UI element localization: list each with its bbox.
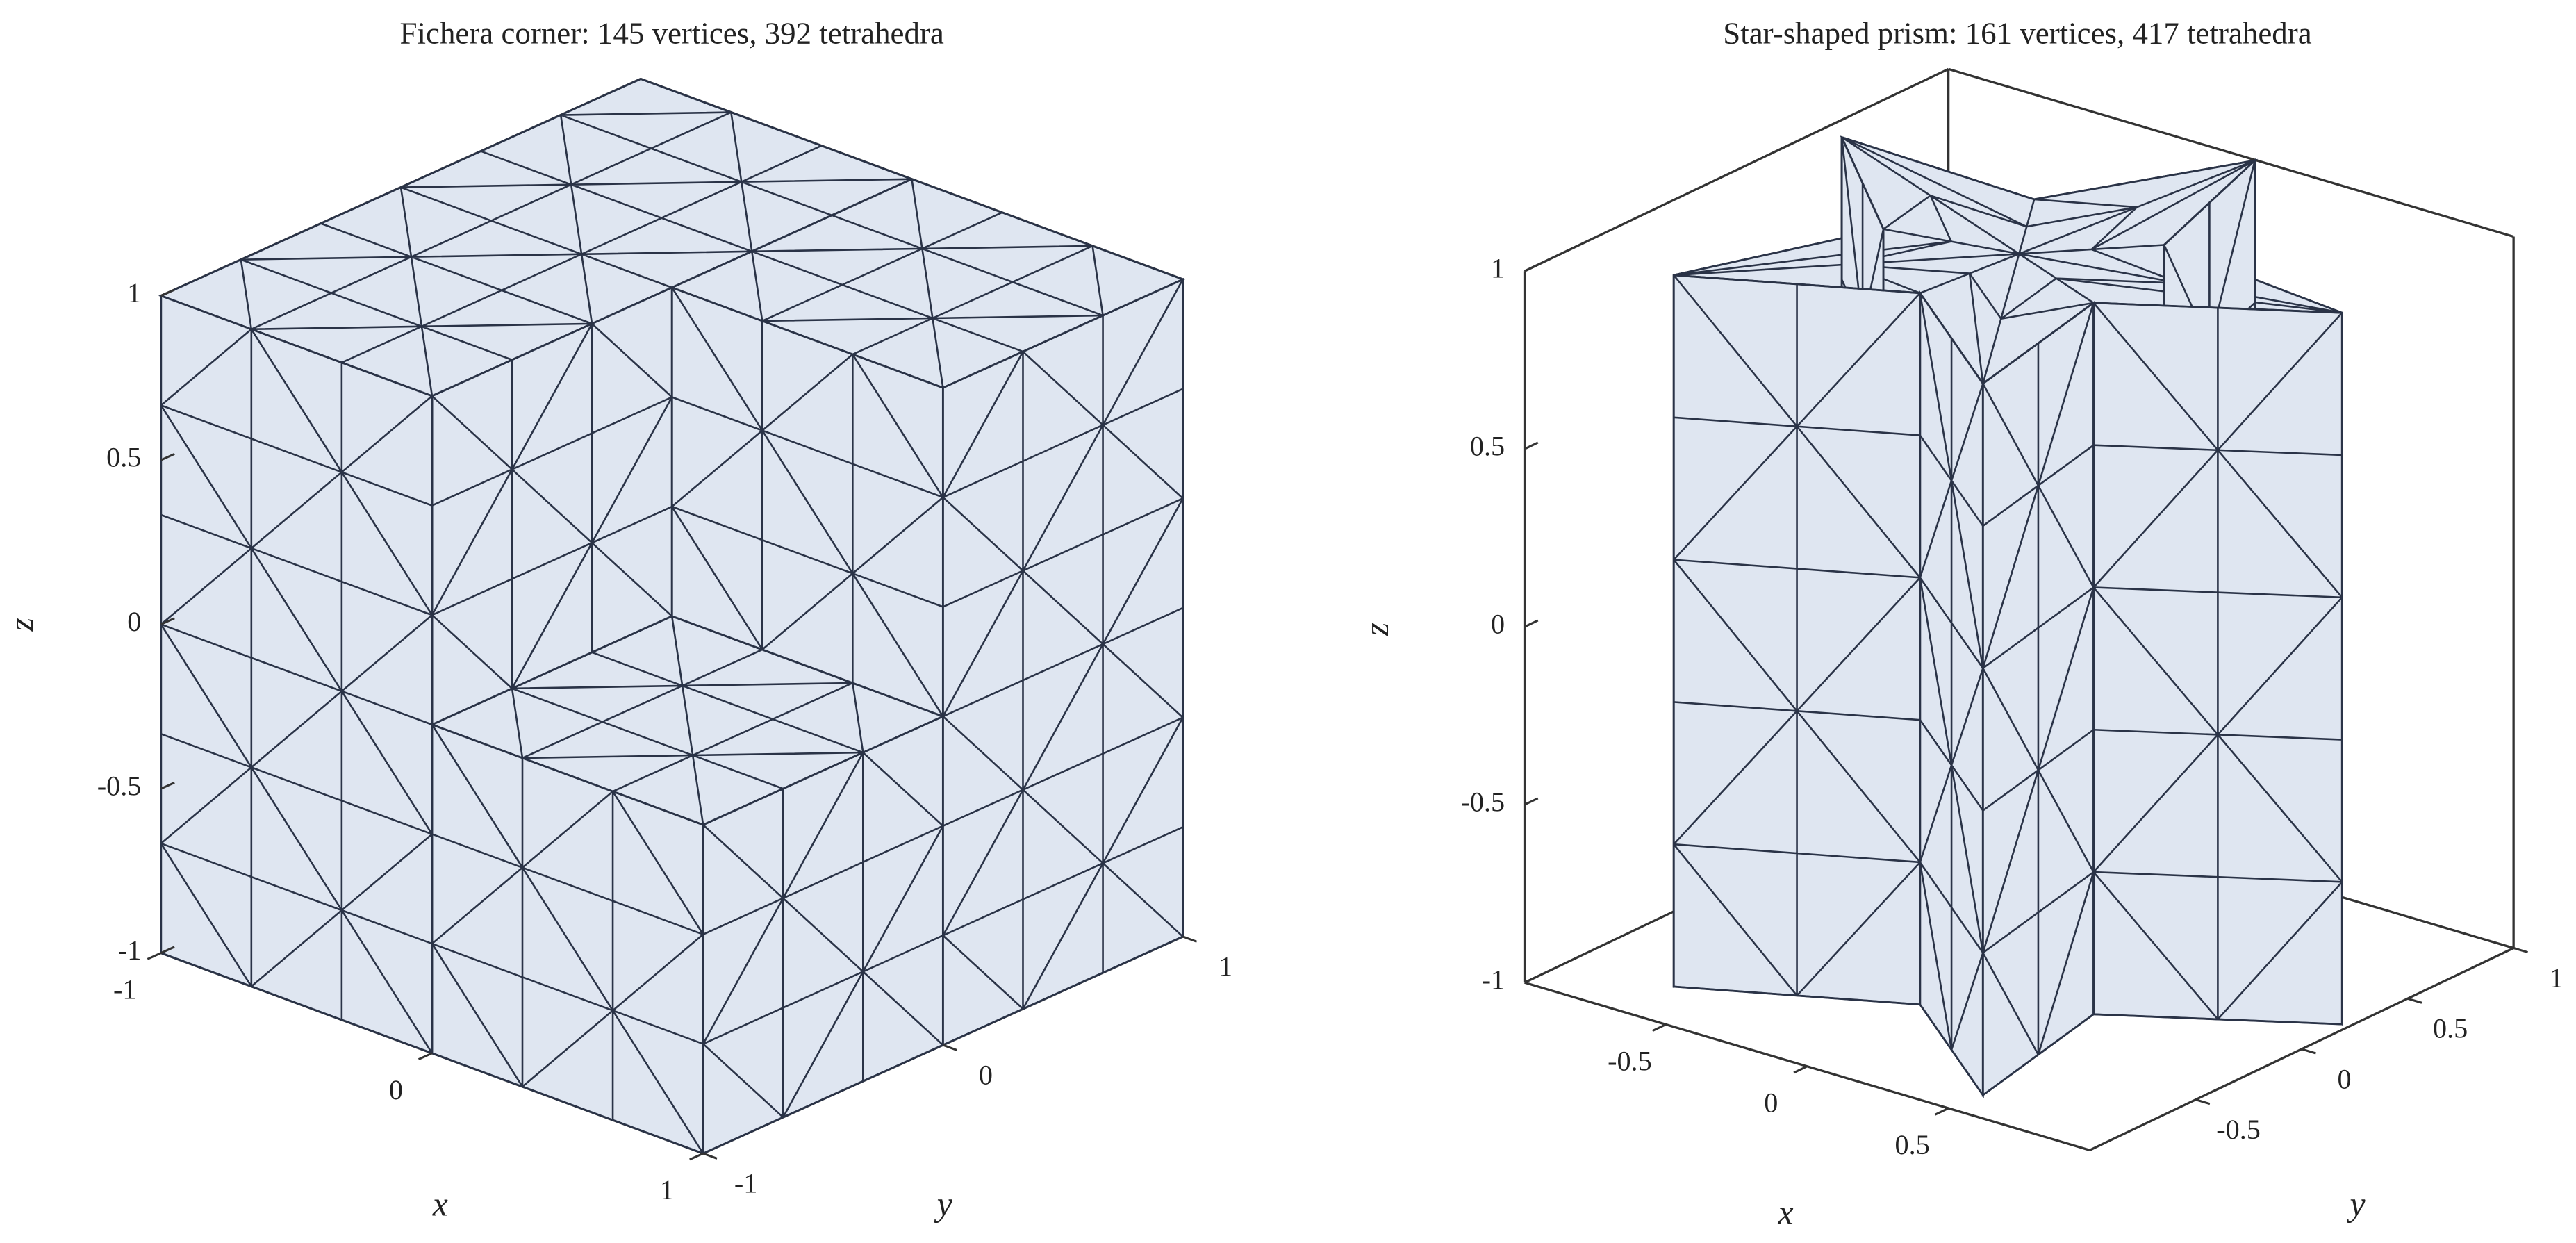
mesh-face <box>1674 137 2343 384</box>
y-tick <box>2195 1098 2211 1105</box>
y-axis-label: y <box>934 1185 953 1224</box>
z-tick <box>160 946 175 954</box>
y-tick-label: 1 <box>1219 950 1232 982</box>
z-tick <box>160 781 175 790</box>
z-tick <box>160 452 175 461</box>
z-axis-label: z <box>1357 623 1396 636</box>
z-tick-label: -0.5 <box>1461 786 1505 817</box>
z-tick <box>160 288 175 297</box>
x-axis-label: x <box>1778 1193 1794 1231</box>
y-tick-label: 0 <box>979 1060 993 1091</box>
x-tick-label: 0 <box>1764 1087 1778 1119</box>
z-tick <box>1524 975 1539 984</box>
chart-title: Fichera corner: 145 vertices, 392 tetrah… <box>400 15 944 50</box>
y-tick <box>2301 1048 2316 1055</box>
x-tick-label: -1 <box>113 974 136 1005</box>
x-tick-label: 1 <box>660 1174 674 1205</box>
x-tick <box>1652 1023 1667 1032</box>
x-axis-label: x <box>432 1185 448 1224</box>
y-tick-label: -1 <box>734 1168 757 1199</box>
z-axis-label: z <box>2 618 40 632</box>
y-axis-label: y <box>2346 1185 2366 1224</box>
z-tick-label: 0.5 <box>1470 430 1505 461</box>
y-tick <box>702 1152 718 1160</box>
z-tick-label: 0 <box>127 606 141 637</box>
y-tick-label: 1 <box>2550 962 2563 994</box>
x-tick <box>147 952 162 960</box>
z-tick <box>1524 441 1539 450</box>
x-tick <box>1793 1065 1808 1074</box>
z-tick-label: -1 <box>118 935 141 966</box>
y-tick-label: 0.5 <box>2433 1013 2468 1044</box>
z-tick-label: 0.5 <box>106 441 141 472</box>
box-edge <box>1948 67 2514 238</box>
y-tick <box>2407 997 2422 1004</box>
z-tick-label: 1 <box>127 277 141 308</box>
y-tick-label: -0.5 <box>2216 1114 2261 1145</box>
z-tick <box>1524 263 1539 272</box>
face-outline <box>941 277 1184 1047</box>
z-tick-label: 0 <box>1491 608 1505 639</box>
x-tick <box>689 1152 704 1161</box>
chart-title: Star-shaped prism: 161 vertices, 417 tet… <box>1723 15 2311 50</box>
face-outline <box>160 294 434 1055</box>
x-tick <box>418 1052 433 1061</box>
z-tick <box>160 617 175 626</box>
y-tick <box>942 1044 957 1051</box>
x-tick-label: 0.5 <box>1895 1129 1930 1160</box>
y-tick <box>2513 947 2528 954</box>
z-tick <box>1524 797 1539 806</box>
x-tick-label: -0.5 <box>1608 1045 1652 1076</box>
x-tick <box>1934 1107 1949 1116</box>
z-tick <box>1524 619 1539 628</box>
z-tick-label: -1 <box>1482 964 1505 995</box>
box-edge <box>1524 67 1949 272</box>
x-tick-label: 0 <box>389 1074 403 1105</box>
z-tick-label: -0.5 <box>97 770 142 801</box>
z-tick-label: 1 <box>1491 252 1505 283</box>
face-outline <box>1981 301 2095 1097</box>
y-tick-label: 0 <box>2338 1063 2352 1094</box>
y-tick <box>1182 935 1198 943</box>
